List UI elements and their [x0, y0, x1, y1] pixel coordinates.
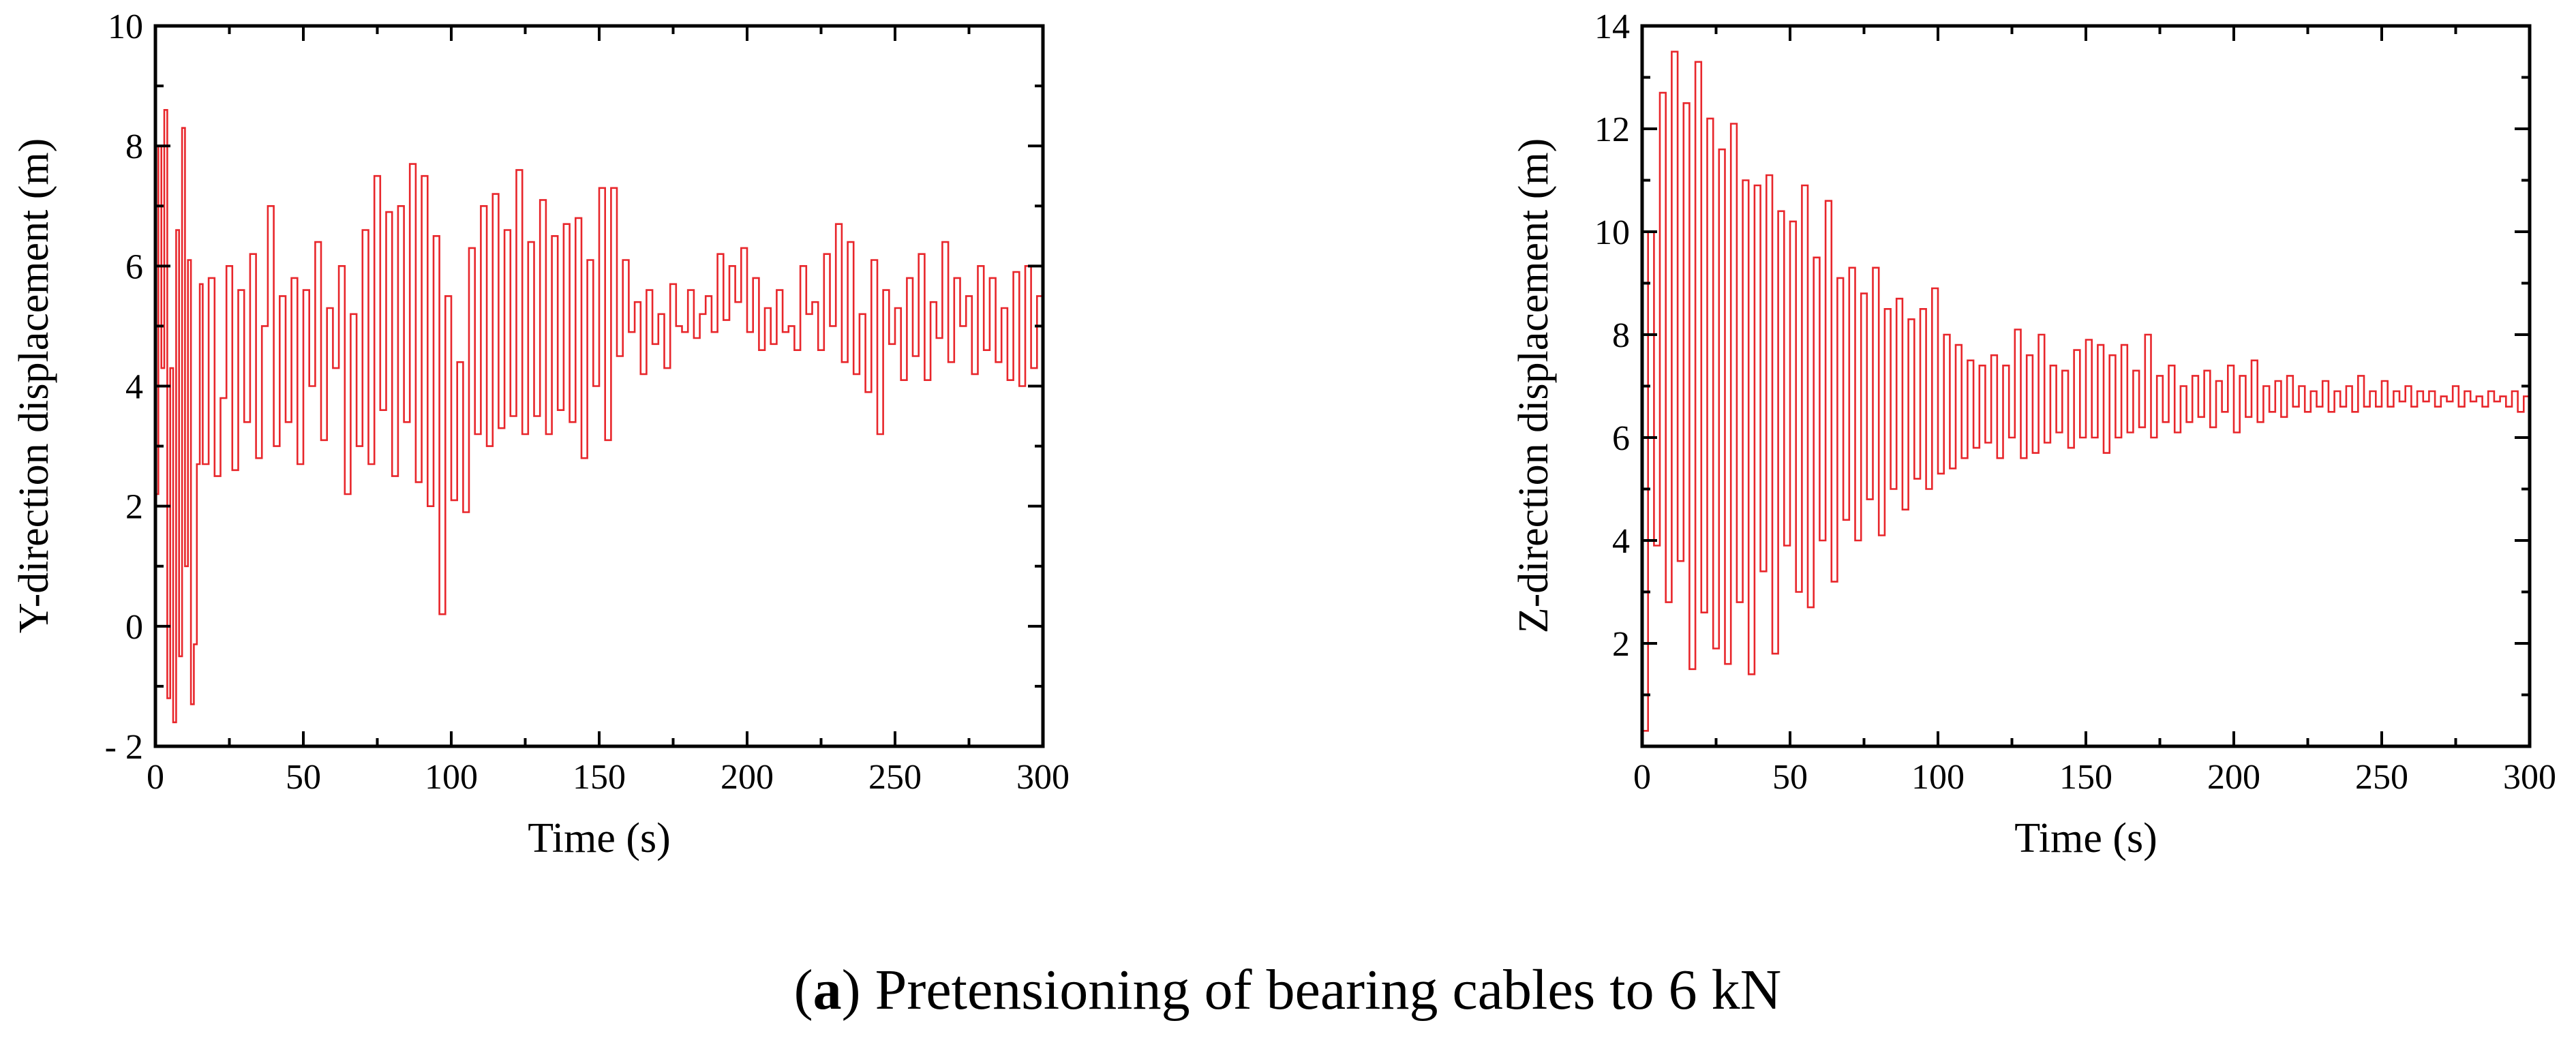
x-tick-label: 150 — [2059, 758, 2112, 797]
ticks: 0 50 100 150 200 250 300 2 4 6 8 10 12 14 — [1594, 7, 2556, 797]
caption-text: Pretensioning of bearing cables to 6 kN — [861, 958, 1782, 1022]
y-tick-label: 6 — [125, 247, 143, 286]
y-tick-label: 6 — [1612, 419, 1630, 458]
y-tick-label: 10 — [108, 7, 143, 46]
x-tick-label: 200 — [721, 758, 774, 797]
chart-z-displacement: 0 50 100 150 200 250 300 2 4 6 8 10 12 14 Time (s) Z-… — [1511, 7, 2556, 861]
y-axis-label: Z-direction displacement (m) — [1511, 138, 1557, 634]
x-tick-label: 250 — [868, 758, 922, 797]
y-tick-label: 8 — [1612, 316, 1630, 355]
y-tick-label: - 2 — [105, 728, 143, 767]
series-line-0 — [155, 109, 1044, 724]
y-tick-label: 4 — [1612, 522, 1630, 561]
caption-paren-open: ( — [794, 958, 813, 1022]
series-line-0 — [1642, 50, 2530, 732]
x-tick-label: 200 — [2207, 758, 2260, 797]
x-tick-label: 0 — [1633, 758, 1651, 797]
x-tick-label: 100 — [425, 758, 478, 797]
x-tick-label: 100 — [1911, 758, 1965, 797]
figure-caption: (a) Pretensioning of bearing cables to 6… — [794, 958, 1782, 1022]
y-tick-label: 10 — [1594, 213, 1630, 252]
x-tick-label: 0 — [147, 758, 164, 797]
plot-area — [1642, 50, 2530, 732]
y-tick-label: 0 — [125, 608, 143, 647]
y-tick-label: 2 — [125, 488, 143, 527]
x-tick-label: 250 — [2355, 758, 2408, 797]
x-axis-label: Time (s) — [2014, 815, 2157, 861]
caption-letter: a — [813, 958, 842, 1022]
y-tick-label: 2 — [1612, 625, 1630, 664]
plot-area — [155, 109, 1044, 724]
caption-paren-close: ) — [842, 958, 861, 1022]
x-tick-label: 300 — [2503, 758, 2556, 797]
y-tick-label: 4 — [125, 368, 143, 407]
x-tick-label: 50 — [1772, 758, 1808, 797]
y-axis-label: Y-direction displacement (m) — [11, 138, 57, 634]
x-axis-label: Time (s) — [528, 815, 671, 861]
x-tick-label: 50 — [286, 758, 321, 797]
x-tick-label: 300 — [1016, 758, 1070, 797]
y-tick-label: 8 — [125, 127, 143, 166]
y-tick-label: 12 — [1594, 110, 1630, 149]
y-tick-label: 14 — [1594, 7, 1630, 46]
x-tick-label: 150 — [573, 758, 626, 797]
